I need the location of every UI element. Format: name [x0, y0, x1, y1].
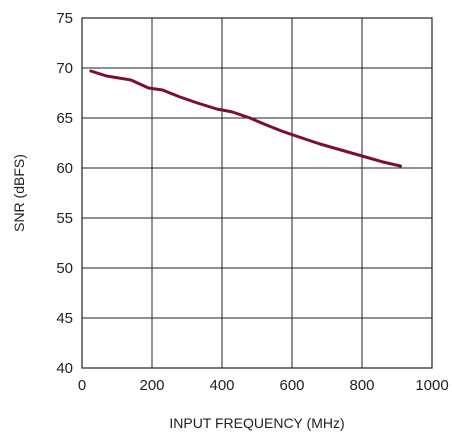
y-tick-label: 75 [56, 10, 73, 27]
x-axis-title: INPUT FREQUENCY (MHz) [169, 415, 344, 431]
x-tick-label: 600 [279, 377, 304, 394]
grid [82, 18, 432, 368]
y-tick-label: 40 [56, 360, 73, 377]
y-tick-label: 70 [56, 60, 73, 77]
x-tick-label: 200 [139, 377, 164, 394]
y-axis-title: SNR (dBFS) [11, 154, 27, 232]
y-tick-label: 50 [56, 260, 73, 277]
y-tick-label: 60 [56, 160, 73, 177]
x-tick-label: 800 [349, 377, 374, 394]
x-tick-label: 400 [209, 377, 234, 394]
y-tick-label: 55 [56, 210, 73, 227]
snr-series-line [89, 69, 402, 168]
y-tick-labels: 40 45 50 55 60 65 70 75 [56, 10, 73, 377]
y-tick-label: 65 [56, 110, 73, 127]
series-group [89, 69, 402, 168]
x-tick-labels: 0 200 400 600 800 1000 [78, 377, 449, 394]
x-tick-label: 0 [78, 377, 86, 394]
y-tick-label: 45 [56, 310, 73, 327]
plot-frame [81, 17, 433, 369]
x-tick-label: 1000 [415, 377, 448, 394]
